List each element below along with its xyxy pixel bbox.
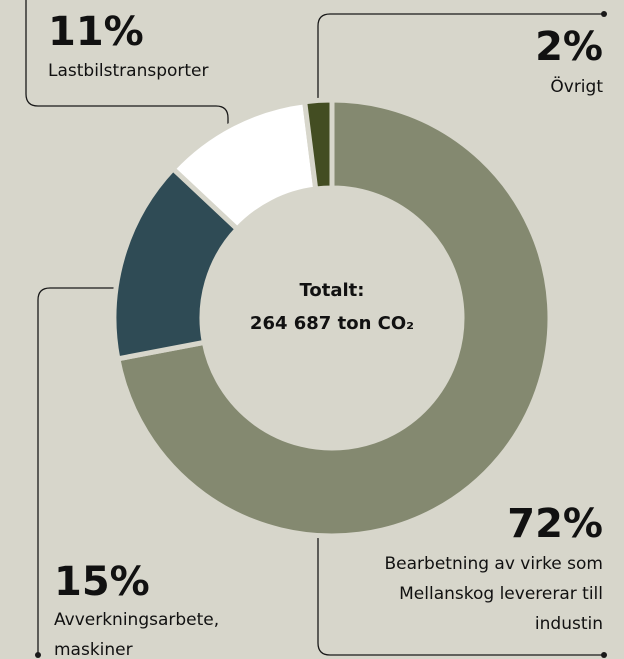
leader-line [25, 0, 229, 130]
leader-lines [25, 0, 607, 658]
leader-dot [601, 652, 607, 658]
leader-dot [601, 11, 607, 17]
leader-line [317, 13, 604, 100]
donut-slice [301, 97, 335, 192]
leader-line [37, 287, 118, 655]
slice-percent: 2% [535, 24, 603, 70]
slice-percent: 15% [54, 559, 150, 605]
slice-percent: 72% [507, 501, 603, 547]
center-total: 264 687 ton CO₂ [249, 313, 415, 334]
slice-name: Avverkningsarbete, maskiner [54, 610, 220, 659]
slice-name: Bearbetning av virke som Mellanskog leve… [384, 554, 604, 634]
donut-slice [114, 97, 553, 539]
leader-dot [35, 652, 41, 658]
leader-line [317, 532, 604, 656]
slice-name: Övrigt [550, 77, 603, 97]
slice-name: Lastbilstransporter [48, 61, 209, 81]
center-title: Totalt: [299, 280, 365, 301]
slice-percent: 11% [48, 9, 144, 55]
